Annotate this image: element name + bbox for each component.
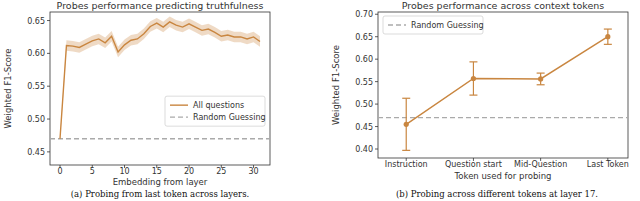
x-axis-label: Embedding from layer (113, 177, 208, 187)
error-bar (469, 62, 477, 95)
point-marker (404, 122, 409, 127)
error-cap (604, 28, 612, 29)
caption: (a) Probing from last token across layer… (71, 189, 250, 199)
y-axis-label: Weighted F1-Score (3, 48, 13, 128)
y-tick-label: 0.45 (27, 148, 45, 157)
y-tick (375, 14, 378, 15)
error-bar (537, 73, 545, 85)
series-line (406, 37, 608, 125)
chart: Probes performance across context tokens… (331, 0, 629, 199)
y-tick (375, 81, 378, 82)
error-cap (469, 61, 477, 62)
figure: Probes performance predicting truthfulne… (0, 0, 640, 201)
plot-data (378, 29, 628, 150)
x-tick-label: 30 (248, 167, 258, 176)
x-tick-label: Instruction (385, 160, 428, 169)
legend-label: Random Guessing (411, 21, 484, 30)
caption: (b) Probing across different tokens at l… (396, 189, 598, 199)
plot-data (50, 17, 270, 141)
x-axis-label: Token used for probing (454, 171, 552, 181)
plot-frame (50, 12, 270, 165)
title: Probes performance predicting truthfulne… (57, 0, 264, 11)
error-bar (402, 98, 410, 150)
x-tick-label: 0 (57, 167, 62, 176)
legend: Random Guessing (383, 16, 484, 34)
y-tick (47, 151, 50, 152)
y-tick (375, 126, 378, 127)
point-marker (605, 34, 610, 39)
x-tick-label: 25 (216, 167, 226, 176)
y-tick-label: 0.55 (355, 78, 373, 87)
legend-swatch (170, 104, 188, 105)
legend-swatch (388, 24, 406, 25)
y-axis-label: Weighted F1-Score (331, 45, 341, 125)
y-tick (375, 59, 378, 60)
error-cap (469, 95, 477, 96)
y-tick-label: 0.50 (27, 115, 45, 124)
y-tick-label: 0.45 (355, 123, 373, 132)
plot-frame (378, 12, 628, 158)
x-tick-label: 5 (90, 167, 95, 176)
error-bar (604, 29, 612, 44)
y-tick (375, 104, 378, 105)
y-tick-label: 0.65 (355, 33, 373, 42)
legend-label: All questions (193, 101, 244, 110)
point-marker (538, 76, 543, 81)
x-tick-label: 15 (152, 167, 162, 176)
y-tick (47, 119, 50, 120)
x-tick-label: 20 (184, 167, 194, 176)
y-tick-label: 0.50 (355, 100, 373, 109)
error-cap (537, 72, 545, 73)
y-tick-label: 0.40 (355, 145, 373, 154)
x-tick-label: Question start (445, 160, 502, 169)
legend-swatch (170, 116, 188, 117)
title: Probes performance across context tokens (402, 0, 605, 11)
y-tick-label: 0.65 (27, 17, 45, 26)
legend-label: Random Guessing (193, 113, 266, 122)
legend-box (165, 96, 265, 126)
reference-line (50, 138, 270, 139)
y-tick-label: 0.60 (27, 49, 45, 58)
x-tick-label: Last Token (587, 160, 629, 169)
legend: All questions Random Guessing (165, 96, 266, 126)
y-tick-label: 0.70 (355, 10, 373, 19)
y-tick-label: 0.60 (355, 55, 373, 64)
x-tick-label: 10 (119, 167, 129, 176)
error-cap (604, 44, 612, 45)
x-tick-label: Mid-Question (514, 160, 567, 169)
error-cap (537, 84, 545, 85)
y-tick (47, 86, 50, 87)
y-tick (47, 20, 50, 21)
y-tick (47, 53, 50, 54)
error-cap (402, 98, 410, 99)
legend-box (383, 16, 483, 34)
chart: Probes performance predicting truthfulne… (3, 0, 270, 199)
point-marker (471, 76, 476, 81)
y-tick-label: 0.55 (27, 82, 45, 91)
y-tick (375, 149, 378, 150)
y-tick (375, 36, 378, 37)
error-cap (402, 150, 410, 151)
